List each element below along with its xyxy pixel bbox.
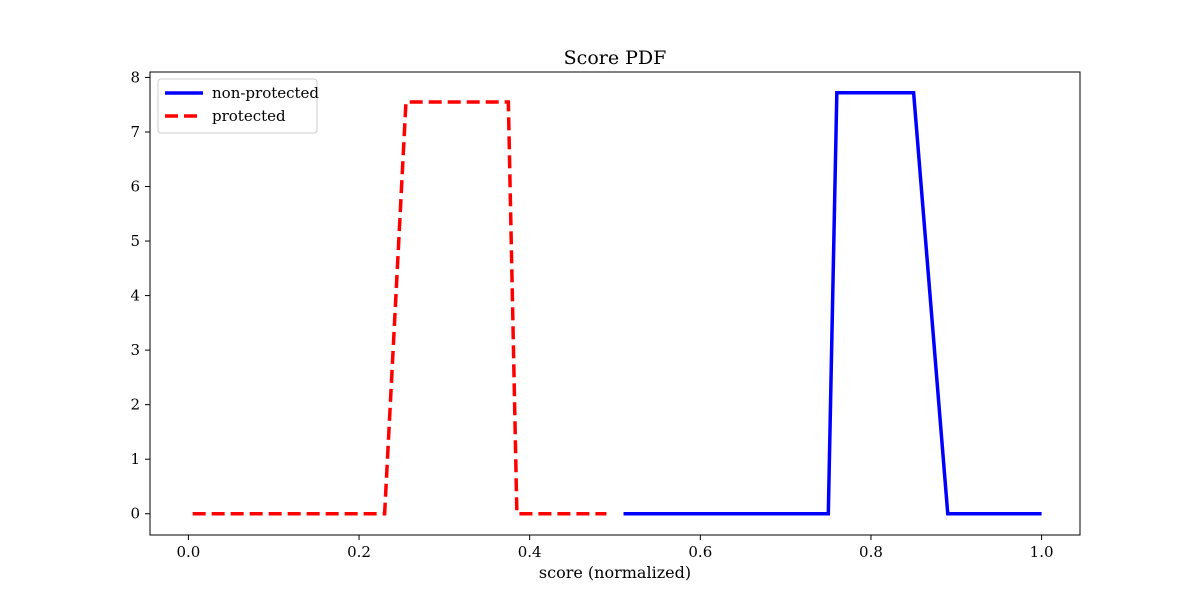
y-tick-label: 1	[130, 450, 140, 468]
series-line-non-protected	[623, 90, 1042, 516]
y-tick-label: 8	[130, 68, 140, 86]
y-tick-label: 4	[130, 287, 140, 305]
x-axis-label: score (normalized)	[539, 563, 691, 582]
chart-title: Score PDF	[564, 47, 667, 69]
y-tick-label: 6	[130, 178, 140, 196]
x-tick-label: 0.2	[347, 543, 371, 561]
legend-label: non-protected	[212, 84, 319, 102]
legend-label: protected	[212, 107, 286, 125]
plot-frame	[149, 71, 1081, 536]
x-axis: 0.0 0.2 0.4 0.6 0.8 1.0	[176, 535, 1054, 561]
legend: non-protected protected	[157, 78, 319, 134]
x-tick-label: 0.4	[518, 543, 542, 561]
y-tick-label: 3	[130, 341, 140, 359]
plot-lines	[192, 90, 1042, 516]
y-tick-label: 7	[130, 123, 140, 141]
y-axis: 0 1 2 3 4 5 6 7 8	[130, 68, 150, 523]
series-line-protected	[192, 100, 607, 516]
y-tick-label: 5	[130, 232, 140, 250]
x-tick-label: 0.6	[688, 543, 712, 561]
x-tick-label: 0.8	[859, 543, 883, 561]
x-tick-label: 1.0	[1030, 543, 1054, 561]
y-tick-label: 2	[130, 396, 140, 414]
x-tick-label: 0.0	[176, 543, 200, 561]
y-tick-label: 0	[130, 505, 140, 523]
